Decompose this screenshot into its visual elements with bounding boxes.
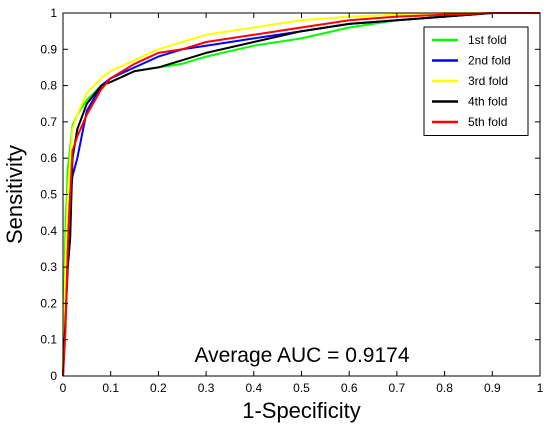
axis-ticks: 0 0.1 0.2 0.3 0.4 0.5 0.6 0.7 0.8 0.9 1 0 0.1 0.2 0.3 0… [40,6,543,395]
x-tick-label: 0.2 [150,381,167,395]
x-tick-label: 0.8 [436,381,453,395]
x-tick-label: 0 [60,381,67,395]
legend-label-1: 1st fold [468,33,507,47]
y-tick-label: 0.7 [40,115,57,129]
x-tick-label: 0.5 [293,381,310,395]
legend-label-3: 3rd fold [468,74,508,88]
x-tick-label: 0.7 [389,381,406,395]
x-tick-label: 0.3 [198,381,215,395]
y-axis-label: Sensitivity [2,145,27,244]
auc-annotation: Average AUC = 0.9174 [194,344,409,367]
y-tick-label: 0.4 [40,224,57,238]
legend-label-4: 4th fold [468,95,507,109]
y-tick-label: 0.6 [40,151,57,165]
x-tick-label: 0.1 [102,381,119,395]
x-tick-label: 0.6 [341,381,358,395]
x-tick-label: 1 [537,381,544,395]
x-tick-label: 0.9 [484,381,501,395]
x-tick-label: 0.4 [245,381,262,395]
y-tick-label: 0 [50,369,57,383]
series-lines [62,12,540,377]
series-line-4 [62,12,540,377]
y-tick-label: 0.1 [40,333,57,347]
series-line-3 [62,12,540,377]
y-tick-label: 0.8 [40,79,57,93]
y-tick-label: 0.5 [40,188,57,202]
y-tick-label: 1 [50,6,57,20]
legend-label-5: 5th fold [468,115,507,129]
series-line-5 [62,12,540,377]
y-tick-label: 0.3 [40,260,57,274]
legend-label-2: 2nd fold [468,54,511,68]
x-axis-label: 1-Specificity [242,398,361,423]
y-tick-label: 0.2 [40,296,57,310]
legend: 1st fold 2nd fold 3rd fold 4th fold 5th fold [423,26,529,136]
y-tick-label: 0.9 [40,42,57,56]
